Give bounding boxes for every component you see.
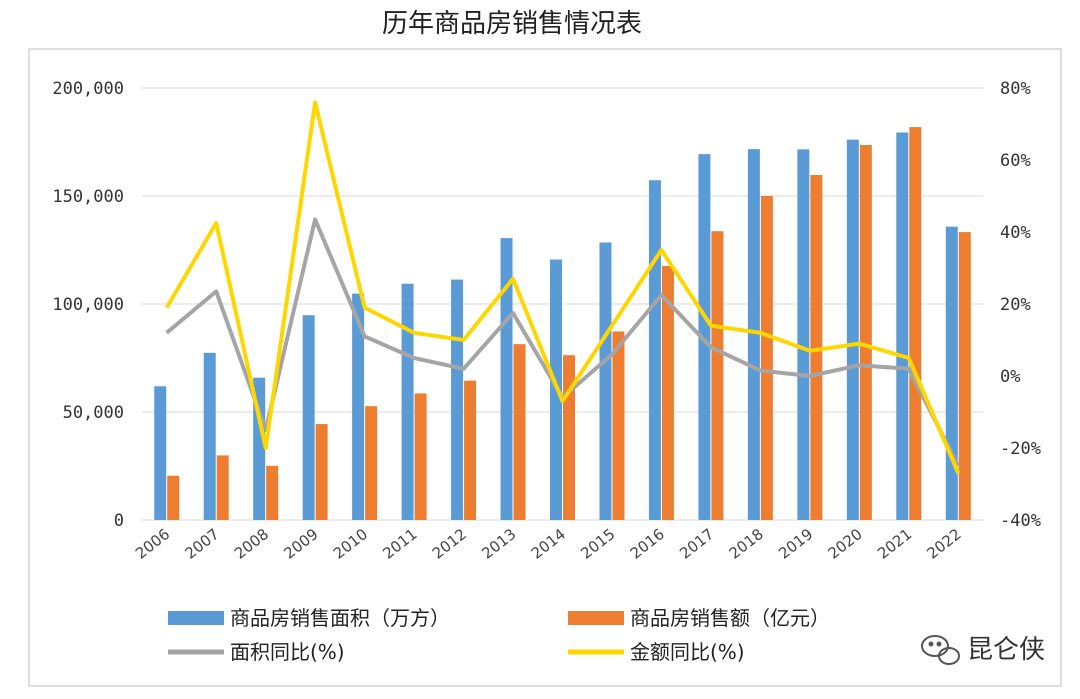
bar-area [253,377,266,520]
gridlines [142,87,983,521]
bar-amount [909,127,922,520]
bar-amount [266,465,279,520]
legend-label: 商品房销售面积（万方） [230,606,450,630]
bar-area [203,352,216,520]
y2-tick-label: 60% [1000,151,1031,171]
y-axis-right: -40% -20% 0% 20% 40% 60% 80% [1000,79,1041,531]
bar-area [599,242,612,520]
legend-label: 金额同比(%) [630,640,745,664]
bar-area [302,315,315,520]
y-tick-label: 50,000 [63,403,124,423]
bar-area [896,132,909,520]
y2-tick-label: -40% [1000,511,1041,531]
wechat-bubble-icon [921,635,960,665]
bar-area [945,226,958,520]
watermark: 昆仑侠 [921,635,1045,665]
bar-amount [216,455,229,520]
y-tick-label: 100,000 [52,295,124,315]
bar-area [846,139,859,520]
chart-title: 历年商品房销售情况表 [382,9,642,39]
bar-amount [513,344,526,520]
bar-amount [958,232,971,520]
bar-area [401,283,414,520]
bar-amount [760,196,773,520]
y-tick-label: 0 [114,511,124,531]
bar-amount [810,175,823,520]
bar-amount [711,231,724,520]
legend-label: 面积同比(%) [230,640,345,664]
y2-tick-label: 0% [1000,367,1020,387]
line-amount-yoy [164,100,961,474]
bar-area [352,293,365,520]
bar-amount [612,331,625,520]
y2-tick-label: 40% [1000,223,1031,243]
bar-area [698,154,711,520]
bar-amount [661,265,674,520]
legend-label: 商品房销售额（亿元） [630,606,830,630]
y-tick-label: 150,000 [52,187,124,207]
bar-area [451,279,464,520]
bar-amount [315,424,328,520]
bar-amount [464,380,477,520]
bar-amount [167,475,180,520]
bar-amount [414,393,427,520]
y2-tick-label: 20% [1000,295,1031,315]
y-tick-label: 200,000 [52,79,124,99]
legend: 商品房销售面积（万方） 商品房销售额（亿元） 面积同比(%) 金额同比(%) [168,606,830,664]
bar-area [747,149,760,521]
watermark-text: 昆仑侠 [967,635,1045,665]
bar-area [648,180,661,520]
bar-amount [859,145,872,521]
y2-tick-label: 80% [1000,79,1031,99]
bar-amount [563,355,575,520]
y2-tick-label: -20% [1000,439,1041,459]
legend-swatch [568,611,624,625]
lines [164,100,961,474]
y-axis-left: 0 50,000 100,000 150,000 200,000 [52,79,124,531]
bar-area [797,149,810,520]
bar-amount [365,406,378,520]
legend-swatch [168,611,224,625]
bar-area [154,386,167,520]
bar-area [500,238,513,520]
